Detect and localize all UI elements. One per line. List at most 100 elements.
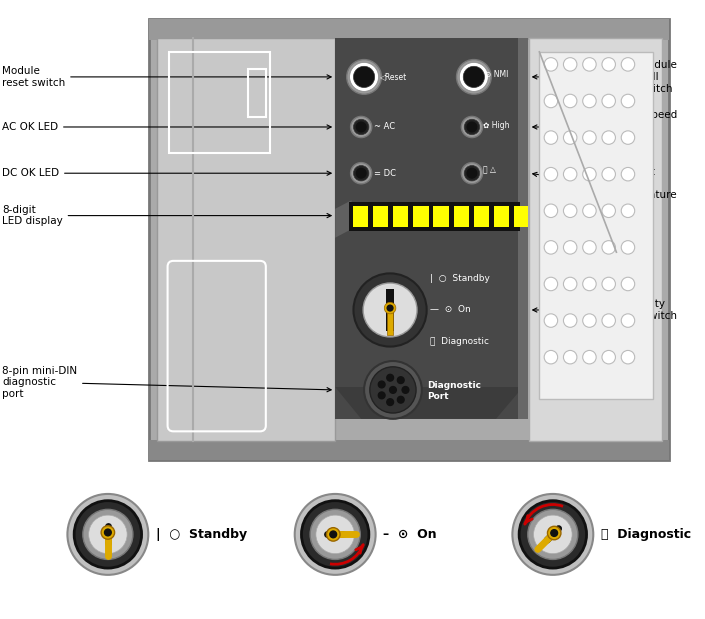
Bar	[453, 206, 469, 227]
Circle shape	[621, 167, 634, 181]
Circle shape	[602, 167, 615, 181]
Text: Ambient
over-
temperature
LED: Ambient over- temperature LED	[533, 167, 677, 212]
Circle shape	[602, 241, 615, 254]
Circle shape	[513, 494, 594, 575]
Bar	[474, 206, 489, 227]
Bar	[168, 52, 270, 153]
Circle shape	[583, 131, 596, 144]
Circle shape	[621, 204, 634, 217]
Text: |  ○  Standby: | ○ Standby	[156, 528, 247, 541]
Text: = DC: = DC	[374, 169, 396, 178]
Bar	[539, 52, 653, 399]
Circle shape	[563, 350, 577, 364]
Bar	[157, 38, 335, 441]
Circle shape	[353, 119, 369, 135]
Bar	[387, 308, 393, 335]
Text: 🔧  Diagnostic: 🔧 Diagnostic	[601, 528, 691, 541]
Bar	[518, 38, 528, 419]
Circle shape	[583, 277, 596, 291]
Circle shape	[464, 119, 479, 135]
Circle shape	[363, 283, 417, 337]
Circle shape	[548, 526, 561, 540]
Text: Module
reset switch: Module reset switch	[2, 66, 331, 88]
Circle shape	[544, 204, 558, 217]
Polygon shape	[335, 200, 352, 238]
Bar	[349, 202, 520, 231]
Bar	[515, 206, 528, 227]
Circle shape	[544, 350, 558, 364]
Circle shape	[347, 59, 381, 94]
Circle shape	[544, 131, 558, 144]
Circle shape	[379, 392, 385, 399]
Circle shape	[461, 163, 482, 184]
Circle shape	[398, 377, 404, 384]
Circle shape	[457, 59, 491, 94]
Circle shape	[398, 396, 404, 403]
Circle shape	[621, 277, 634, 291]
Circle shape	[583, 58, 596, 71]
Bar	[494, 206, 510, 227]
Bar	[352, 206, 368, 227]
Circle shape	[364, 361, 422, 419]
Circle shape	[583, 314, 596, 327]
Circle shape	[602, 350, 615, 364]
Circle shape	[621, 94, 634, 108]
Circle shape	[402, 386, 409, 393]
Bar	[248, 69, 266, 118]
Text: |  ○  Standby: | ○ Standby	[429, 274, 489, 283]
Circle shape	[583, 350, 596, 364]
Bar	[529, 38, 662, 441]
Circle shape	[74, 501, 142, 568]
Circle shape	[563, 204, 577, 217]
Circle shape	[379, 381, 385, 388]
Circle shape	[302, 501, 369, 568]
Circle shape	[534, 515, 572, 553]
Circle shape	[563, 314, 577, 327]
Circle shape	[602, 58, 615, 71]
Circle shape	[356, 168, 366, 178]
Circle shape	[551, 530, 558, 537]
Bar	[386, 289, 394, 331]
Text: ✿ High: ✿ High	[484, 121, 510, 129]
Circle shape	[583, 167, 596, 181]
Text: —  ⊙  On: — ⊙ On	[429, 306, 470, 314]
Circle shape	[350, 116, 372, 137]
Circle shape	[544, 314, 558, 327]
Bar	[149, 19, 669, 461]
Circle shape	[89, 515, 127, 553]
Text: Security
key switch: Security key switch	[533, 299, 677, 321]
Circle shape	[353, 274, 427, 347]
Text: Module
NMI
switch: Module NMI switch	[533, 60, 677, 93]
Circle shape	[387, 374, 393, 381]
Circle shape	[528, 509, 578, 560]
Circle shape	[621, 350, 634, 364]
Circle shape	[563, 94, 577, 108]
Circle shape	[68, 494, 148, 575]
Circle shape	[602, 314, 615, 327]
Circle shape	[563, 131, 577, 144]
Circle shape	[316, 515, 355, 553]
Circle shape	[563, 241, 577, 254]
Circle shape	[461, 116, 482, 137]
Circle shape	[621, 131, 634, 144]
Circle shape	[467, 122, 477, 132]
Text: Fan high-speed
indicator
LED: Fan high-speed indicator LED	[533, 110, 677, 144]
Circle shape	[563, 167, 577, 181]
Text: DC OK LED: DC OK LED	[2, 168, 331, 178]
Bar	[434, 206, 449, 227]
Circle shape	[602, 204, 615, 217]
Text: 🔧  Diagnostic: 🔧 Diagnostic	[429, 337, 489, 346]
Circle shape	[384, 302, 396, 314]
Circle shape	[82, 509, 133, 560]
Circle shape	[295, 494, 376, 575]
Bar	[373, 206, 388, 227]
Circle shape	[350, 63, 379, 92]
Circle shape	[310, 509, 360, 560]
Circle shape	[602, 277, 615, 291]
Circle shape	[464, 165, 479, 181]
Text: 8-pin mini-DIN
diagnostic
port: 8-pin mini-DIN diagnostic port	[2, 366, 331, 399]
Circle shape	[621, 314, 634, 327]
Circle shape	[621, 58, 634, 71]
Circle shape	[544, 94, 558, 108]
Polygon shape	[335, 387, 523, 419]
